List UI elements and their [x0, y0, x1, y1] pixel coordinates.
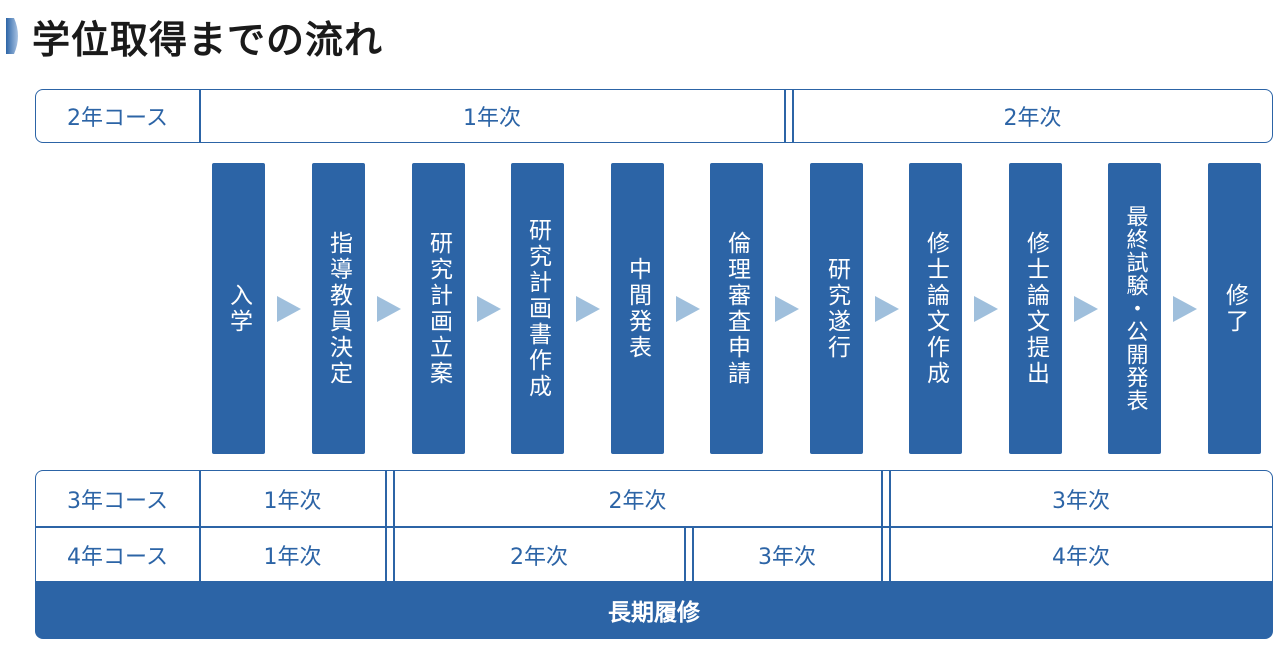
course-3-label: 3年コース — [67, 489, 168, 514]
step-enrollment: 入学 — [212, 163, 265, 454]
step-label: 修了 — [1221, 282, 1248, 335]
step-interim-presentation: 中間発表 — [611, 163, 664, 454]
arrow-icon — [477, 296, 501, 322]
arrow-icon — [576, 296, 600, 322]
arrow-icon — [277, 296, 301, 322]
title-marker-icon — [6, 18, 18, 54]
row-divider — [36, 526, 1272, 528]
arrow-icon — [775, 296, 799, 322]
step-final-exam: 最終試験・公開発表 — [1108, 163, 1161, 454]
step-completion: 修了 — [1208, 163, 1261, 454]
step-research-proposal: 研究計画書作成 — [511, 163, 564, 454]
long-term-bar: 長期履修 — [35, 581, 1273, 639]
arrow-icon — [1173, 296, 1197, 322]
step-label: 研究計画立案 — [425, 230, 452, 387]
arrow-icon — [974, 296, 998, 322]
course-2-label: 2年コース — [67, 106, 168, 131]
step-label: 倫理審査申請 — [723, 230, 750, 387]
arrow-icon — [875, 296, 899, 322]
course-3-year-2: 2年次 — [608, 489, 667, 514]
divider — [792, 90, 794, 142]
arrow-icon — [676, 296, 700, 322]
course-4-label: 4年コース — [67, 545, 168, 570]
course-4-year-2: 2年次 — [510, 545, 568, 570]
step-label: 最終試験・公開発表 — [1122, 205, 1148, 412]
course-4-year-3: 3年次 — [758, 545, 816, 570]
step-label: 中間発表 — [624, 256, 651, 361]
step-research-planning: 研究計画立案 — [412, 163, 465, 454]
divider — [784, 90, 786, 142]
step-label: 研究計画書作成 — [524, 217, 551, 400]
step-label: 修士論文提出 — [1022, 230, 1049, 387]
step-thesis-writing: 修士論文作成 — [909, 163, 962, 454]
course-3-year-3: 3年次 — [1052, 489, 1110, 514]
step-label: 指導教員決定 — [325, 230, 352, 387]
course-2-year-2: 2年次 — [1003, 106, 1062, 131]
divider — [684, 527, 686, 583]
course-4-year-4: 4年次 — [1052, 545, 1110, 570]
step-advisor-decision: 指導教員決定 — [312, 163, 365, 454]
divider — [692, 527, 694, 583]
course-2-row: 2年コース 1年次 2年次 — [35, 89, 1273, 143]
page-title: 学位取得までの流れ — [32, 17, 384, 62]
course-3-year-1: 1年次 — [263, 489, 322, 514]
step-ethics-review: 倫理審査申請 — [710, 163, 763, 454]
step-label: 修士論文作成 — [922, 230, 949, 387]
step-label: 入学 — [225, 282, 252, 335]
course-3-4-table: 3年コース 1年次 2年次 3年次 4年コース 1年次 2年次 3年次 4年次 — [35, 470, 1273, 583]
page-header: 学位取得までの流れ — [0, 8, 383, 64]
arrow-icon — [1074, 296, 1098, 322]
divider — [199, 90, 201, 142]
step-research-execution: 研究遂行 — [810, 163, 863, 454]
arrow-icon — [377, 296, 401, 322]
step-thesis-submission: 修士論文提出 — [1009, 163, 1062, 454]
course-4-year-1: 1年次 — [263, 545, 322, 570]
step-label: 研究遂行 — [823, 256, 850, 361]
course-2-year-1: 1年次 — [463, 106, 521, 131]
